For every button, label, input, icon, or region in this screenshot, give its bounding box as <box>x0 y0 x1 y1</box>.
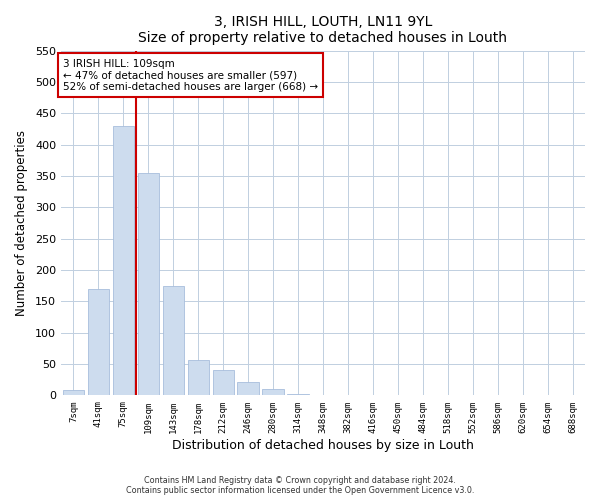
Bar <box>163 286 184 396</box>
Bar <box>88 289 109 396</box>
Bar <box>462 395 484 396</box>
Bar <box>188 360 209 396</box>
Bar <box>113 126 134 396</box>
Bar <box>212 370 234 396</box>
Text: 3 IRISH HILL: 109sqm
← 47% of detached houses are smaller (597)
52% of semi-deta: 3 IRISH HILL: 109sqm ← 47% of detached h… <box>63 58 318 92</box>
Bar <box>287 394 308 396</box>
Text: Contains HM Land Registry data © Crown copyright and database right 2024.
Contai: Contains HM Land Registry data © Crown c… <box>126 476 474 495</box>
X-axis label: Distribution of detached houses by size in Louth: Distribution of detached houses by size … <box>172 440 474 452</box>
Bar <box>137 173 159 396</box>
Bar <box>63 390 84 396</box>
Y-axis label: Number of detached properties: Number of detached properties <box>15 130 28 316</box>
Bar <box>562 395 583 396</box>
Bar <box>262 389 284 396</box>
Bar <box>238 382 259 396</box>
Title: 3, IRISH HILL, LOUTH, LN11 9YL
Size of property relative to detached houses in L: 3, IRISH HILL, LOUTH, LN11 9YL Size of p… <box>139 15 508 45</box>
